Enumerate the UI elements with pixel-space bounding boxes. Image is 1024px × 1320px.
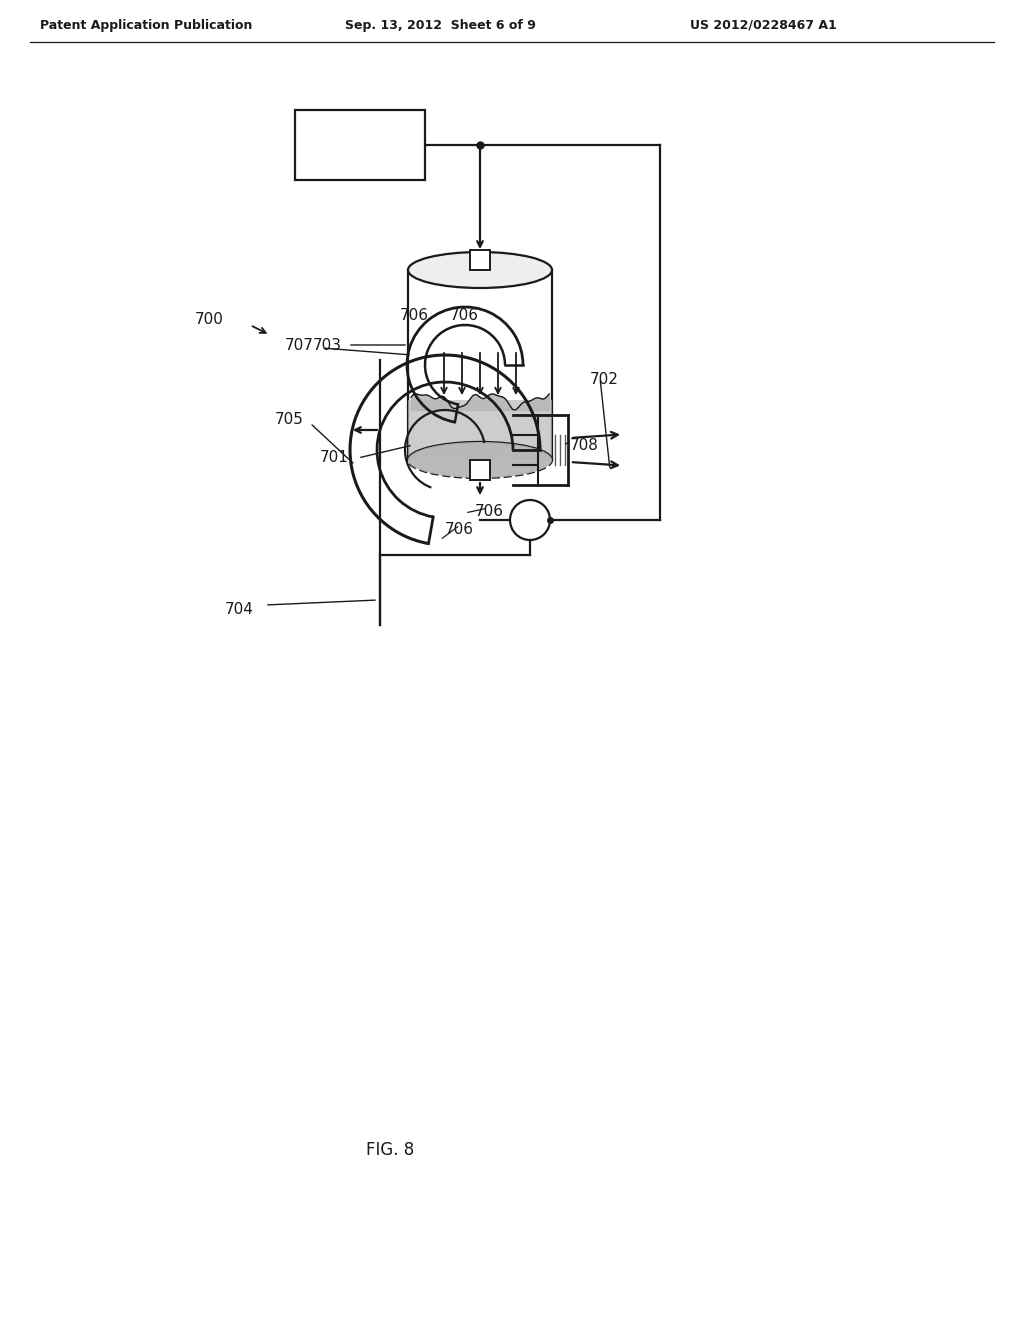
Text: 706: 706 [400,308,429,322]
Ellipse shape [408,442,552,478]
Text: 702: 702 [590,372,618,388]
Ellipse shape [408,442,552,478]
Text: US 2012/0228467 A1: US 2012/0228467 A1 [690,18,837,32]
Text: 701: 701 [319,450,349,466]
Text: 708: 708 [570,437,599,453]
Text: 704: 704 [225,602,254,618]
Text: FIG. 8: FIG. 8 [366,1140,414,1159]
Text: Sep. 13, 2012  Sheet 6 of 9: Sep. 13, 2012 Sheet 6 of 9 [345,18,536,32]
Bar [295,110,425,180]
Text: Patent Application Publication: Patent Application Publication [40,18,252,32]
Text: 703: 703 [313,338,342,352]
Text: 706: 706 [475,504,504,520]
Bar [470,249,490,271]
Text: 707: 707 [285,338,314,352]
Text: 705: 705 [275,412,304,428]
Bar [408,400,552,459]
Text: 706: 706 [445,523,474,537]
Text: 706: 706 [450,308,479,322]
Circle shape [510,500,550,540]
Ellipse shape [408,252,552,288]
Text: 700: 700 [195,313,224,327]
Bar [470,459,490,480]
